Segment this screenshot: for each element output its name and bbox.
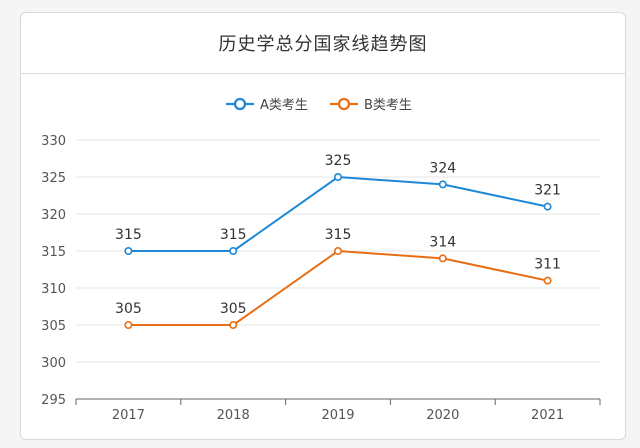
data-label: 321: [534, 183, 561, 199]
data-label: 311: [534, 257, 561, 273]
data-label: 314: [429, 234, 456, 250]
y-tick-label: 315: [41, 245, 66, 260]
y-tick-label: 330: [41, 134, 66, 149]
x-tick-label: 2021: [531, 408, 564, 423]
x-tick-label: 2018: [217, 408, 250, 423]
data-label: 305: [220, 301, 247, 317]
data-point: [543, 276, 552, 285]
x-tick-label: 2020: [426, 408, 459, 423]
data-point: [229, 247, 238, 256]
data-label: 324: [429, 160, 456, 176]
legend-label: B类考生: [364, 98, 412, 113]
x-tick-label: 2019: [321, 408, 354, 423]
chart-card: 历史学总分国家线趋势图: [20, 12, 626, 440]
data-point: [124, 247, 133, 256]
y-tick-label: 310: [41, 282, 66, 297]
chart-header: 历史学总分国家线趋势图: [21, 13, 625, 74]
chart-title: 历史学总分国家线趋势图: [218, 34, 428, 55]
legend-marker: [233, 97, 247, 111]
y-tick-label: 295: [41, 393, 66, 408]
data-label: 315: [325, 227, 352, 243]
data-label: 325: [325, 153, 352, 169]
x-tick-label: 2017: [112, 408, 145, 423]
data-label: 315: [220, 227, 247, 243]
y-tick-label: 325: [41, 171, 66, 186]
y-tick-label: 305: [41, 319, 66, 334]
data-point: [543, 202, 552, 211]
data-label: 305: [115, 301, 142, 317]
data-point: [438, 254, 447, 263]
y-tick-label: 300: [41, 356, 66, 371]
data-point: [333, 173, 342, 182]
data-point: [438, 180, 447, 189]
y-tick-label: 320: [41, 208, 66, 223]
data-point: [124, 320, 133, 329]
legend-label: A类考生: [260, 98, 308, 113]
data-point: [229, 320, 238, 329]
legend-marker: [337, 97, 351, 111]
data-label: 315: [115, 227, 142, 243]
data-point: [333, 247, 342, 256]
